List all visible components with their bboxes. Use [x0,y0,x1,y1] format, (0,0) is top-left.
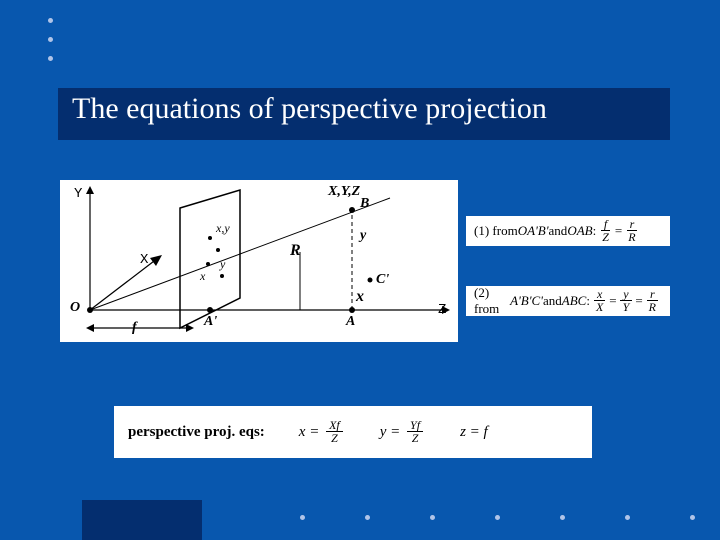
final-label: perspective proj. eqs: [128,424,265,441]
final-equations: perspective proj. eqs: x = Xf Z y = Yf Z… [114,406,592,458]
eq2-colon: : [586,293,590,309]
bullet-dot [48,18,53,23]
equals: = [609,293,616,309]
equation-2: (2) from A'B'C' and ABC : x X = y Y = r … [466,286,670,316]
axis-x-label: X [140,252,148,268]
eq1-num2: r [627,218,638,231]
eq1-frac2: r R [625,218,638,244]
axis-z-label: Z [438,302,446,318]
bullet-dot [48,56,53,61]
eq1-colon: : [593,223,597,239]
bullet-dot [690,515,695,520]
a-label: A [346,314,355,330]
eq2-na: x [594,288,605,301]
big-r-label: R [290,242,301,260]
eq1-den1: Z [599,231,612,244]
z-lhs: z [460,424,466,441]
decorative-bullets-top [48,18,53,75]
eq2-dc: R [646,301,659,314]
xyz-label: X,Y,Z [328,184,360,200]
svg-text:x: x [199,269,206,283]
diagram-svg: x,y y x [60,180,458,342]
eq2-nc: r [647,288,658,301]
eq1-frac1: f Z [599,218,612,244]
eq2-fracc: r R [646,288,659,314]
eq1-tri2: OAB [567,223,592,239]
equals: = [635,293,642,309]
svg-text:y: y [219,257,226,271]
slide-title: The equations of perspective projection [72,92,547,126]
eq2-da: X [593,301,606,314]
bullet-dot [300,515,305,520]
eq2-mid: and [543,293,562,309]
x-den: Z [328,432,341,445]
eq1-mid: and [549,223,568,239]
y-pt-label: y [360,228,366,244]
bullet-dot [48,37,53,42]
z-rhs: f [484,424,488,441]
eq1-num1: f [601,218,610,231]
eq2-tri2: ABC [562,293,587,309]
eq2-nb: y [620,288,631,301]
origin-label: O [70,300,80,316]
decorative-bullets-bottom [300,515,695,520]
bullet-dot [495,515,500,520]
eq2-fracb: y Y [620,288,633,314]
eq2-prefix: (2) from [474,285,510,317]
eq1-tri1: OA'B' [518,223,549,239]
c-label: C' [376,272,389,288]
svg-text:x,y: x,y [215,221,230,235]
x-pt-label: x [356,288,364,306]
equation-1: (1) from OA'B' and OAB : f Z = r R [466,216,670,246]
focal-f-label: f [132,320,137,336]
perspective-diagram: x,y y x Y X Z O f A' A B R X,Y,Z y x C' [60,180,458,342]
x-num: Xf [326,419,343,432]
eq1-den2: R [625,231,638,244]
bullet-dot [625,515,630,520]
y-den: Z [409,432,422,445]
axis-y-label: Y [74,186,82,202]
footer-accent-block [82,500,202,540]
b-label: B [360,196,369,212]
eq2-db: Y [620,301,633,314]
eq2-tri1: A'B'C' [510,293,543,309]
a-prime-label: A' [204,314,217,330]
eq2-fraca: x X [593,288,606,314]
x-lhs: x [299,424,306,441]
bullet-dot [430,515,435,520]
y-lhs: y [380,424,387,441]
bullet-dot [365,515,370,520]
final-eq-y: y = Yf Z [380,419,426,445]
equals: = [615,223,622,239]
y-num: Yf [407,419,423,432]
eq1-prefix: (1) from [474,223,518,239]
bullet-dot [560,515,565,520]
final-eq-x: x = Xf Z [299,419,346,445]
final-eq-z: z = f [460,424,488,441]
